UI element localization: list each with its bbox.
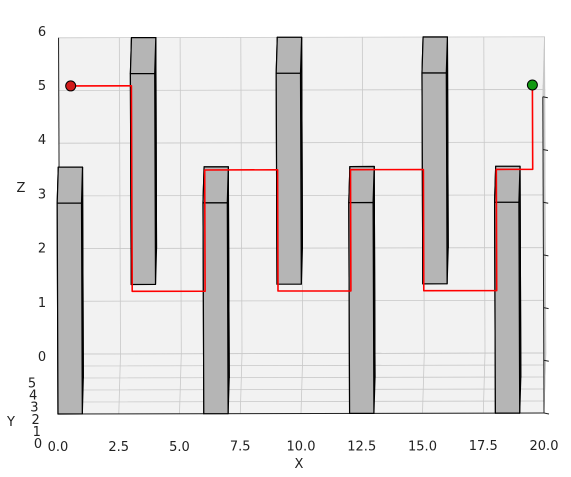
- y-tick-label: 0: [34, 437, 42, 452]
- z-tick-label: 4: [38, 133, 46, 148]
- x-tick-label: 12.5: [347, 439, 376, 454]
- z-tick-mark: [543, 201, 549, 204]
- start-point: [65, 80, 77, 92]
- obstacle-front-face: [275, 72, 302, 285]
- z-tick-mark: [543, 254, 549, 257]
- obstacle-box: [275, 36, 303, 285]
- grid-line-z: [58, 89, 546, 150]
- obstacle-top-face: [202, 166, 229, 204]
- obstacle-front-face: [421, 72, 448, 285]
- obstacle-box: [421, 36, 449, 285]
- obstacles: [56, 36, 522, 415]
- x-tick-label: 0.0: [48, 440, 69, 455]
- obstacle-top-face: [56, 166, 84, 204]
- grid-line-z: [58, 141, 546, 203]
- obstacle-front-face: [56, 202, 83, 415]
- x-tick-label: 20.0: [530, 439, 559, 454]
- x-tick-label: 7.5: [230, 440, 251, 455]
- x-tick-label: 15.0: [408, 439, 437, 454]
- z-tick-mark: [542, 96, 548, 99]
- goal-point: [526, 79, 538, 91]
- z-tick-mark: [543, 307, 549, 310]
- z-tick-mark: [542, 149, 549, 151]
- y-tick-label: 1: [33, 425, 41, 440]
- obstacle-box: [202, 166, 230, 415]
- obstacle-box: [56, 166, 84, 415]
- y-tick-label: 4: [29, 389, 37, 404]
- x-axis-label: X: [295, 457, 304, 472]
- z-tick-label: 6: [38, 25, 46, 40]
- grid-line-z: [58, 36, 545, 97]
- z-tick-label: 2: [38, 242, 46, 257]
- x-tick-label: 10.0: [287, 440, 316, 455]
- obstacle-box: [494, 165, 522, 414]
- obstacle-front-face: [348, 201, 375, 414]
- y-tick-label: 5: [28, 377, 36, 392]
- z-tick-label: 1: [38, 296, 46, 311]
- z-axis-label: Z: [17, 181, 26, 196]
- x-tick-label: 17.5: [469, 439, 498, 454]
- obstacle-front-face: [129, 72, 157, 286]
- x-tick-label: 5.0: [169, 440, 190, 455]
- y-tick-label: 3: [30, 401, 38, 416]
- path-line: [70, 84, 534, 293]
- obstacle-top-face: [275, 36, 303, 74]
- obstacle-front-face: [494, 201, 521, 414]
- path-layer: [65, 79, 538, 293]
- x-tick-label: 2.5: [108, 440, 129, 455]
- y-tick-label: 2: [31, 413, 39, 428]
- z-tick-mark: [543, 412, 550, 415]
- x-axis-line: [57, 412, 545, 415]
- obstacle-top-face: [494, 165, 521, 203]
- obstacle-box: [129, 36, 158, 286]
- z-tick-label: 5: [38, 79, 46, 94]
- y-axis-label: Y: [6, 415, 15, 430]
- z-tick-mark: [543, 359, 549, 362]
- obstacle-top-face: [421, 36, 448, 74]
- obstacle-front-face: [202, 202, 229, 415]
- z-tick-label: 0: [38, 350, 46, 365]
- tick-labels: 0.0 2.5 5.0 7.5 10.0 12.5 15.0 17.5 20.001234501…: [28, 25, 559, 455]
- z-tick-label: 3: [38, 187, 46, 202]
- obstacle-top-face: [129, 36, 157, 75]
- obstacle-top-face: [348, 165, 375, 204]
- obstacle-box: [348, 165, 376, 414]
